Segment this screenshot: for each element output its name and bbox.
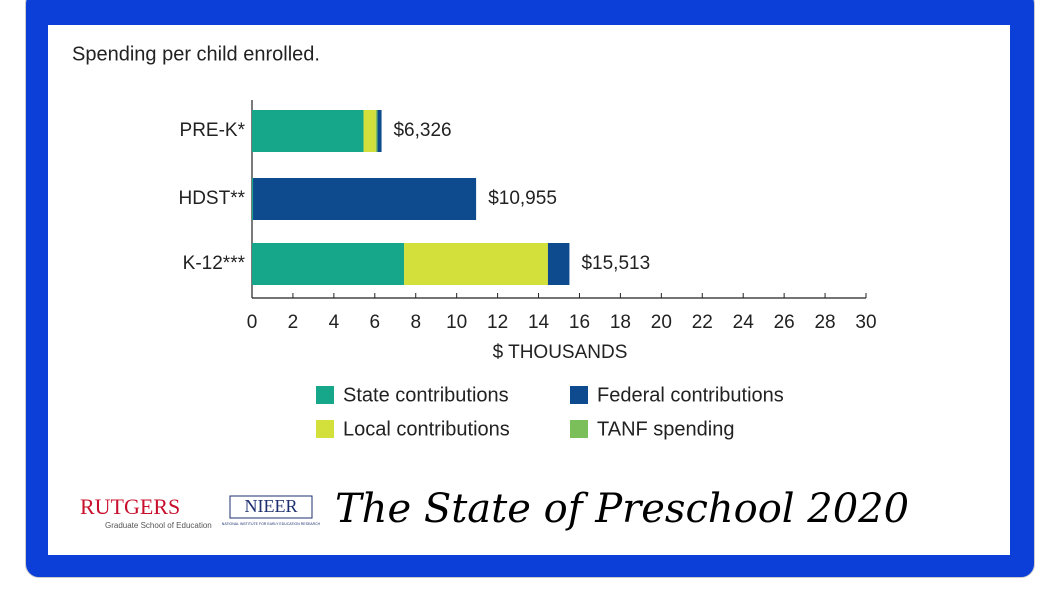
- x-tick-label: 10: [446, 312, 467, 333]
- x-tick-label: 26: [774, 312, 795, 333]
- card-body: [48, 25, 1010, 555]
- y-tick-label: K-12***: [183, 253, 246, 274]
- x-tick-label: 12: [487, 312, 508, 333]
- caption: Spending per child enrolled.: [72, 43, 320, 65]
- legend-label: Local contributions: [343, 418, 510, 440]
- x-tick-label: 8: [410, 312, 421, 333]
- bar-segment: [252, 243, 405, 285]
- total-label: $15,513: [581, 253, 650, 274]
- x-tick-label: 0: [247, 312, 258, 333]
- rutgers-subtitle: Graduate School of Education: [105, 521, 212, 530]
- legend-swatch: [570, 386, 588, 404]
- legend-label: State contributions: [343, 384, 509, 406]
- x-tick-label: 18: [610, 312, 631, 333]
- x-tick-label: 30: [855, 312, 876, 333]
- nieer-subtitle: NATIONAL INSTITUTE FOR EARLY EDUCATION R…: [222, 522, 321, 526]
- total-label: $6,326: [393, 120, 451, 141]
- legend-swatch: [316, 420, 334, 438]
- bar-segment: [252, 178, 254, 220]
- legend-swatch: [316, 386, 334, 404]
- legend-label: TANF spending: [597, 418, 734, 440]
- handwritten-title: The State of Preschool 2020: [335, 486, 909, 532]
- bar-segment: [375, 110, 378, 152]
- x-tick-label: 2: [288, 312, 299, 333]
- total-label: $10,955: [488, 188, 557, 209]
- x-tick-label: 6: [370, 312, 381, 333]
- x-tick-label: 4: [329, 312, 340, 333]
- bar-segment: [363, 110, 376, 152]
- y-tick-label: PRE-K*: [180, 120, 246, 141]
- x-axis-label: $ THOUSANDS: [493, 342, 628, 363]
- legend-label: Federal contributions: [597, 384, 784, 406]
- bar-segment: [253, 178, 477, 220]
- bar-segment: [377, 110, 382, 152]
- x-tick-label: 24: [733, 312, 755, 333]
- x-tick-label: 22: [692, 312, 713, 333]
- rutgers-logo: RUTGERS: [80, 494, 180, 519]
- x-tick-label: 16: [569, 312, 590, 333]
- legend-swatch: [570, 420, 588, 438]
- nieer-box: [229, 495, 313, 519]
- x-tick-label: 28: [814, 312, 835, 333]
- bar-segment: [252, 110, 364, 152]
- y-tick-label: HDST**: [178, 188, 245, 209]
- bar-segment: [404, 243, 548, 285]
- x-tick-label: 20: [651, 312, 672, 333]
- nieer-logo: NIEER: [245, 496, 298, 516]
- x-tick-label: 14: [528, 312, 550, 333]
- bar-segment: [547, 243, 570, 285]
